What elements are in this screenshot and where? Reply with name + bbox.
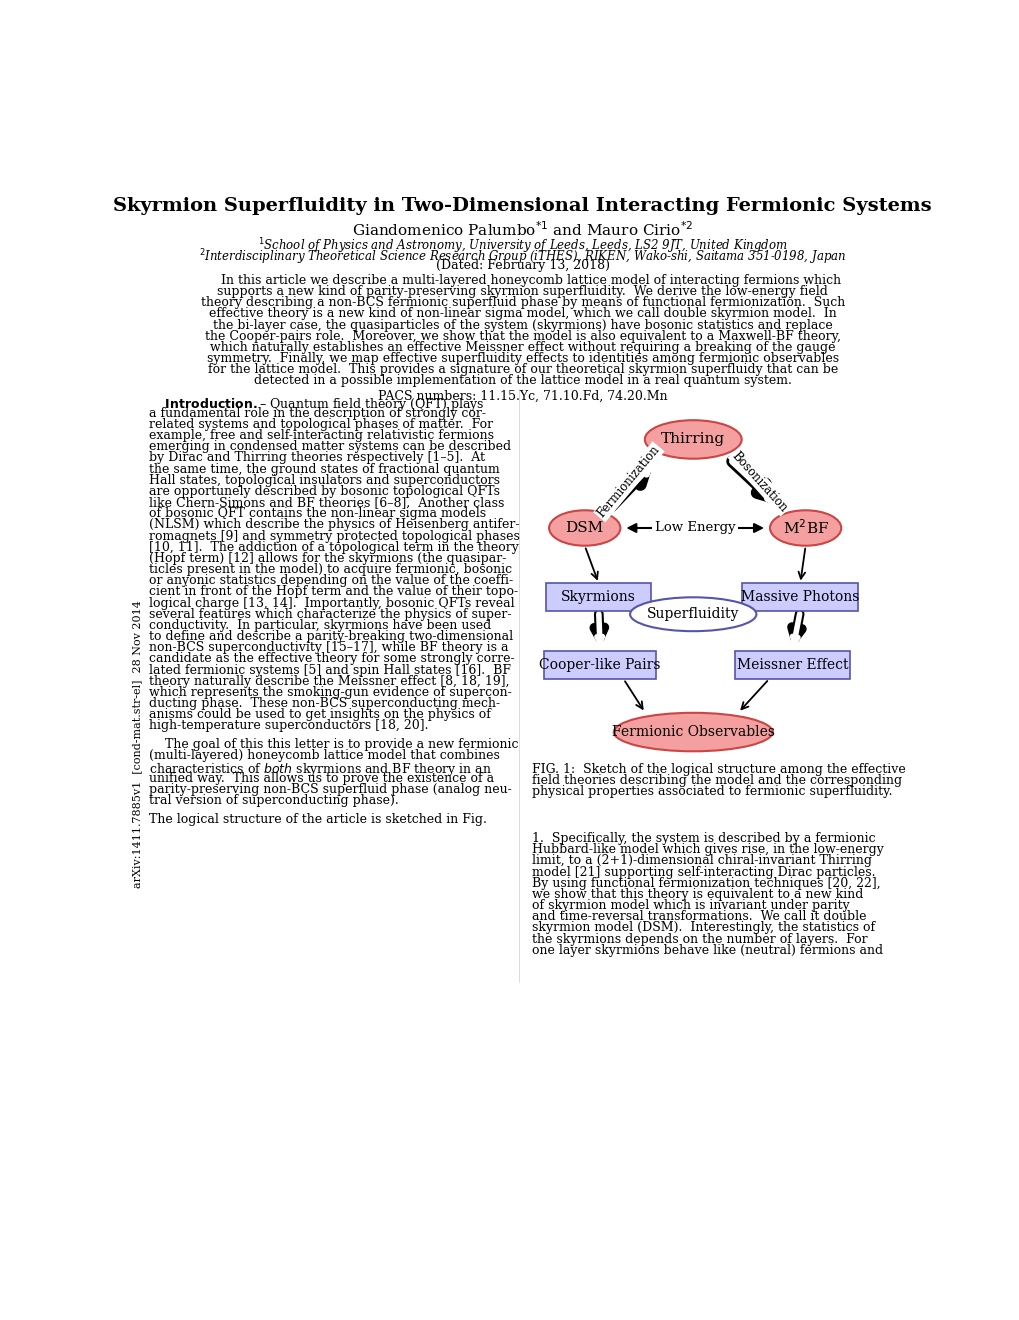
Text: PACS numbers: 11.15.Yc, 71.10.Fd, 74.20.Mn: PACS numbers: 11.15.Yc, 71.10.Fd, 74.20.… [378,391,666,403]
Text: which naturally establishes an effective Meissner effect without requiring a bre: which naturally establishes an effective… [210,341,835,354]
Text: romagnets [9] and symmetry protected topological phases: romagnets [9] and symmetry protected top… [149,529,520,543]
Text: 1.  Specifically, the system is described by a fermionic: 1. Specifically, the system is described… [532,832,875,845]
Text: lated fermionic systems [5] and spin Hall states [16].  BF: lated fermionic systems [5] and spin Hal… [149,664,511,677]
Text: Skyrmion Superfluidity in Two-Dimensional Interacting Fermionic Systems: Skyrmion Superfluidity in Two-Dimensiona… [113,197,931,215]
Text: [10, 11].  The addiction of a topological term in the theory: [10, 11]. The addiction of a topological… [149,541,519,553]
Text: characteristics of $\it{both}$ skyrmions and BF theory in an: characteristics of $\it{both}$ skyrmions… [149,760,491,777]
Text: By using functional fermionization techniques [20, 22],: By using functional fermionization techn… [532,876,879,890]
FancyBboxPatch shape [546,583,650,611]
Text: we show that this theory is equivalent to a new kind: we show that this theory is equivalent t… [532,888,862,902]
Text: for the lattice model.  This provides a signature of our theoretical skyrmion su: for the lattice model. This provides a s… [208,363,837,376]
Text: Cooper-like Pairs: Cooper-like Pairs [539,659,660,672]
Text: DSM: DSM [566,521,603,535]
Text: or anyonic statistics depending on the value of the coeffi-: or anyonic statistics depending on the v… [149,574,513,587]
Text: (multi-layered) honeycomb lattice model that combines: (multi-layered) honeycomb lattice model … [149,750,499,763]
Text: model [21] supporting self-interacting Dirac particles.: model [21] supporting self-interacting D… [532,866,874,879]
Text: Low Energy: Low Energy [654,521,735,535]
Text: In this article we describe a multi-layered honeycomb lattice model of interacti: In this article we describe a multi-laye… [205,275,840,286]
Text: Meissner Effect: Meissner Effect [736,659,848,672]
Text: emerging in condensed matter systems can be described: emerging in condensed matter systems can… [149,441,511,453]
Text: Bosonization: Bosonization [729,449,790,515]
Text: limit, to a (2+1)-dimensional chiral-invariant Thirring: limit, to a (2+1)-dimensional chiral-inv… [532,854,871,867]
FancyBboxPatch shape [543,651,656,678]
Text: logical charge [13, 14].  Importantly, bosonic QFTs reveal: logical charge [13, 14]. Importantly, bo… [149,597,515,610]
Text: to define and describe a parity-breaking two-dimensional: to define and describe a parity-breaking… [149,630,513,643]
Text: FIG. 1:  Sketch of the logical structure among the effective: FIG. 1: Sketch of the logical structure … [532,763,905,776]
Text: example, free and self-interacting relativistic fermions: example, free and self-interacting relat… [149,429,494,442]
Text: high-temperature superconductors [18, 20].: high-temperature superconductors [18, 20… [149,719,428,733]
Text: of skyrmion model which is invariant under parity: of skyrmion model which is invariant und… [532,899,849,912]
Text: conductivity.  In particular, skyrmions have been used: conductivity. In particular, skyrmions h… [149,619,491,632]
Text: $^2$Interdisciplinary Theoretical Science Research Group (iTHES), RIKEN, Wako-sh: $^2$Interdisciplinary Theoretical Scienc… [199,248,846,268]
Text: Thirring: Thirring [660,433,725,446]
Text: (Dated: February 13, 2018): (Dated: February 13, 2018) [435,259,609,272]
Text: parity-preserving non-BCS superfluid phase (analog neu-: parity-preserving non-BCS superfluid pha… [149,783,512,796]
Text: the skyrmions depends on the number of layers.  For: the skyrmions depends on the number of l… [532,933,867,945]
Text: which represents the smoking-gun evidence of supercon-: which represents the smoking-gun evidenc… [149,686,512,698]
Ellipse shape [613,713,772,751]
Text: Giandomenico Palumbo$^{*1}$ and Mauro Cirio$^{*2}$: Giandomenico Palumbo$^{*1}$ and Mauro Ci… [352,220,693,239]
Text: like Chern-Simons and BF theories [6–8].  Another class: like Chern-Simons and BF theories [6–8].… [149,496,504,510]
Text: tral version of superconducting phase).: tral version of superconducting phase). [149,795,398,807]
Text: cient in front of the Hopf term and the value of their topo-: cient in front of the Hopf term and the … [149,585,518,598]
Text: Fermionic Observables: Fermionic Observables [611,725,774,739]
FancyBboxPatch shape [735,651,849,678]
Text: candidate as the effective theory for some strongly corre-: candidate as the effective theory for so… [149,652,515,665]
Text: arXiv:1411.7885v1  [cond-mat.str-el]  28 Nov 2014: arXiv:1411.7885v1 [cond-mat.str-el] 28 N… [132,599,143,887]
Text: supports a new kind of parity-preserving skyrmion superfluidity.  We derive the : supports a new kind of parity-preserving… [217,285,827,298]
Text: the same time, the ground states of fractional quantum: the same time, the ground states of frac… [149,462,499,475]
Text: ticles present in the model) to acquire fermionic, bosonic: ticles present in the model) to acquire … [149,564,512,576]
Text: theory naturally describe the Meissner effect [8, 18, 19],: theory naturally describe the Meissner e… [149,675,510,688]
Text: the Cooper-pairs role.  Moreover, we show that the model is also equivalent to a: the Cooper-pairs role. Moreover, we show… [205,330,840,343]
Text: one layer skyrmions behave like (neutral) fermions and: one layer skyrmions behave like (neutral… [532,944,882,957]
Text: the bi-layer case, the quasiparticles of the system (skyrmions) have bosonic sta: the bi-layer case, the quasiparticles of… [213,318,832,331]
Text: detected in a possible implementation of the lattice model in a real quantum sys: detected in a possible implementation of… [254,375,791,387]
Text: anisms could be used to get insights on the physics of: anisms could be used to get insights on … [149,708,490,721]
Text: by Dirac and Thirring theories respectively [1–5].  At: by Dirac and Thirring theories respectiv… [149,451,485,465]
Ellipse shape [548,511,620,545]
Text: unified way.  This allows us to prove the existence of a: unified way. This allows us to prove the… [149,772,494,784]
Text: related systems and topological phases of matter.  For: related systems and topological phases o… [149,418,493,430]
Text: and time-reversal transformations.  We call it double: and time-reversal transformations. We ca… [532,911,866,923]
Text: Massive Photons: Massive Photons [740,590,859,605]
Text: (NLSM) which describe the physics of Heisenberg antifer-: (NLSM) which describe the physics of Hei… [149,519,520,532]
Text: Hubbard-like model which gives rise, in the low-energy: Hubbard-like model which gives rise, in … [532,843,883,857]
Text: M$^2$BF: M$^2$BF [782,519,827,537]
Text: Superfluidity: Superfluidity [646,607,739,622]
Ellipse shape [769,511,841,545]
Text: $\mathbf{Introduction.}$– Quantum field theory (QFT) plays: $\mathbf{Introduction.}$– Quantum field … [149,396,484,413]
Text: theory describing a non-BCS fermionic superfluid phase by means of functional fe: theory describing a non-BCS fermionic su… [201,296,844,309]
Text: $^1$School of Physics and Astronomy, University of Leeds, Leeds, LS2 9JT, United: $^1$School of Physics and Astronomy, Uni… [258,236,787,256]
Text: skyrmion model (DSM).  Interestingly, the statistics of: skyrmion model (DSM). Interestingly, the… [532,921,874,935]
Text: several features which characterize the physics of super-: several features which characterize the … [149,607,512,620]
Ellipse shape [644,420,741,459]
Text: effective theory is a new kind of non-linear sigma model, which we call double s: effective theory is a new kind of non-li… [209,308,836,321]
Text: of bosonic QFT contains the non-linear sigma models: of bosonic QFT contains the non-linear s… [149,507,486,520]
Text: physical properties associated to fermionic superfluidity.: physical properties associated to fermio… [532,785,892,799]
FancyBboxPatch shape [742,583,857,611]
Text: symmetry.  Finally, we map effective superfluidity effects to identities among f: symmetry. Finally, we map effective supe… [207,352,838,366]
Text: (Hopf term) [12] allows for the skyrmions (the quasipar-: (Hopf term) [12] allows for the skyrmion… [149,552,506,565]
Text: Skyrmions: Skyrmions [560,590,636,605]
Ellipse shape [630,597,756,631]
Text: non-BCS superconductivity [15–17], while BF theory is a: non-BCS superconductivity [15–17], while… [149,642,508,655]
Text: Fermionization: Fermionization [594,444,662,520]
Text: The logical structure of the article is sketched in Fig.: The logical structure of the article is … [149,813,487,826]
Text: Hall states, topological insulators and superconductors: Hall states, topological insulators and … [149,474,499,487]
Text: ducting phase.  These non-BCS superconducting mech-: ducting phase. These non-BCS superconduc… [149,697,500,710]
Text: a fundamental role in the description of strongly cor-: a fundamental role in the description of… [149,407,486,420]
Text: are opportunely described by bosonic topological QFTs: are opportunely described by bosonic top… [149,484,499,498]
Text: field theories describing the model and the corresponding: field theories describing the model and … [532,774,901,787]
Text: The goal of this this letter is to provide a new fermionic: The goal of this this letter is to provi… [149,738,519,751]
